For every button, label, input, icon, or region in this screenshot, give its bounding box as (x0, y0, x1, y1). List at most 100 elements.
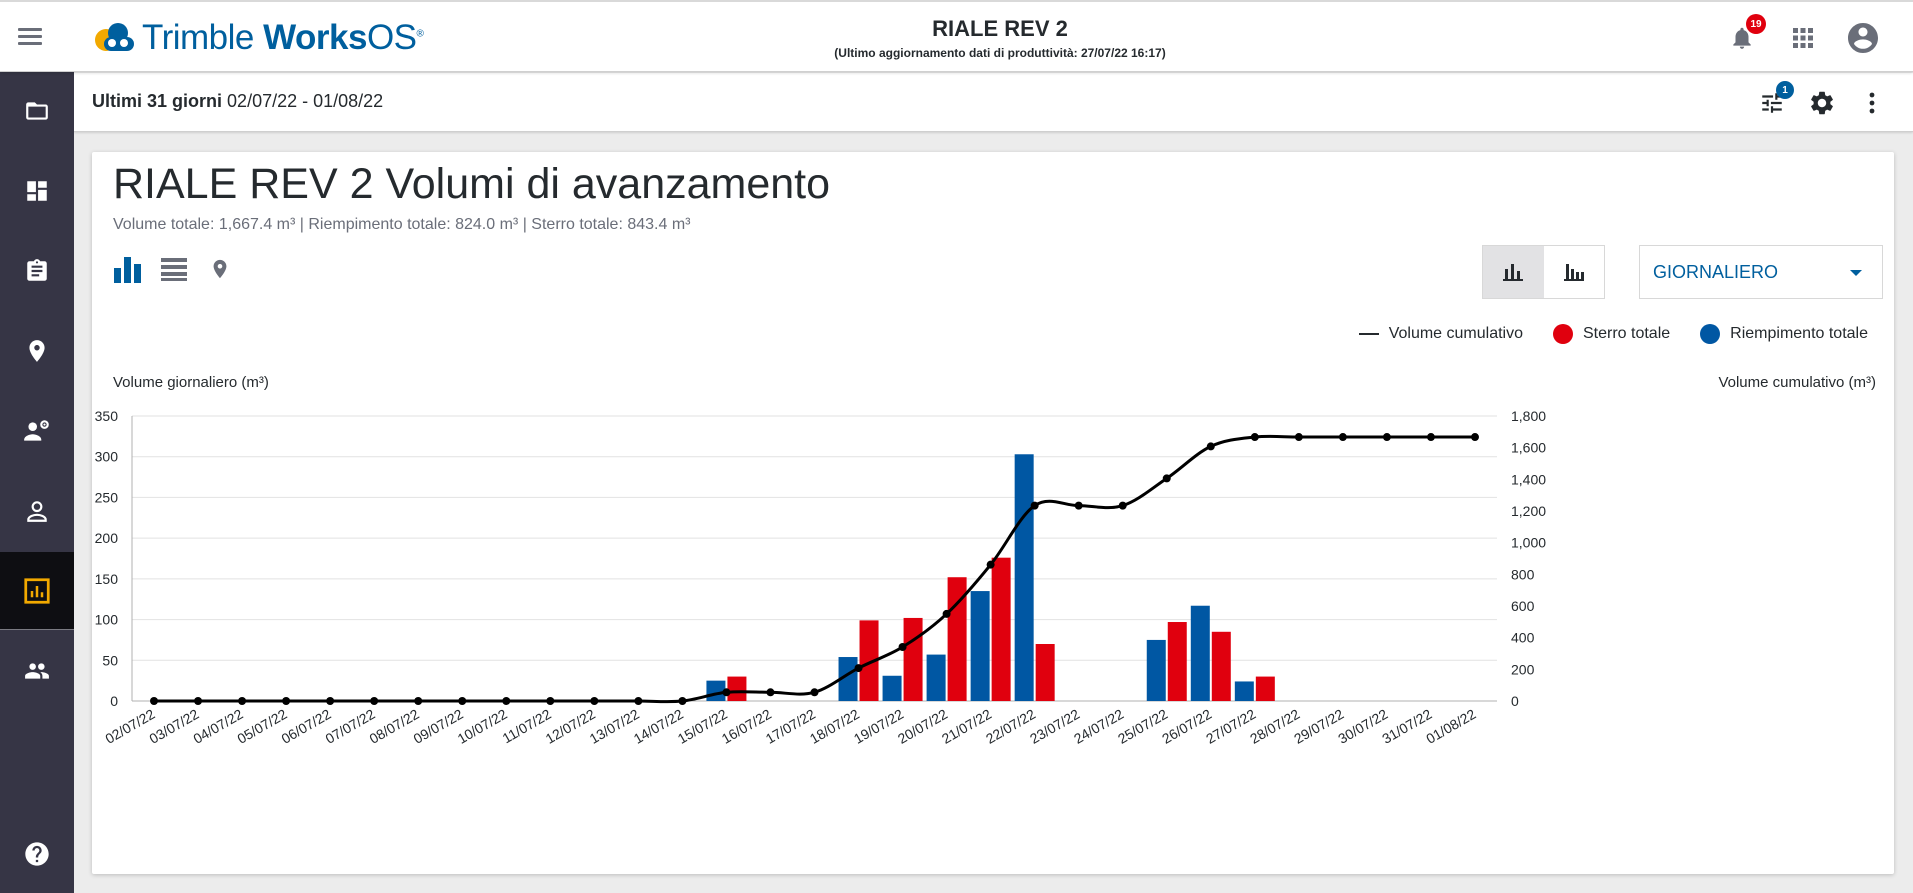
cumulative-point (854, 664, 863, 673)
x-tick-label: 15/07/22 (675, 706, 730, 747)
folder-icon (26, 102, 48, 120)
legend-label: Riempimento totale (1730, 325, 1868, 342)
chevron-down-icon (1850, 270, 1862, 276)
bar-mode-toggle (1482, 245, 1605, 299)
gear-icon (1811, 91, 1833, 115)
cumulative-point (678, 697, 687, 705)
x-tick-label: 21/07/22 (939, 706, 994, 747)
bar-sterro (859, 620, 879, 701)
dashboard-icon (27, 181, 47, 201)
more-options-button[interactable] (1854, 85, 1890, 121)
y-tick-label-right: 0 (1511, 693, 1519, 709)
x-tick-label: 07/07/22 (322, 706, 377, 747)
x-tick-label: 05/07/22 (234, 706, 289, 747)
clipboard-icon (27, 259, 47, 281)
y-tick-label-left: 200 (95, 530, 119, 546)
cumulative-point (722, 688, 731, 697)
x-tick-label: 31/07/22 (1379, 706, 1434, 747)
brand-name: Trimble WorksOS® (142, 18, 424, 57)
x-tick-label: 16/07/22 (719, 706, 774, 747)
apps-button[interactable] (1785, 20, 1821, 56)
cumulative-point (1074, 501, 1083, 510)
y-axis-left-label: Volume giornaliero (m³) (113, 374, 269, 391)
y-axis-right-label: Volume cumulativo (m³) (1718, 374, 1876, 391)
y-tick-label-left: 300 (95, 449, 119, 465)
cumulative-point (634, 697, 643, 705)
notifications-button[interactable]: 19 (1724, 14, 1766, 56)
sidebar-item-projects[interactable] (0, 72, 74, 150)
cumulative-point (282, 697, 291, 705)
legend-label: Sterro totale (1583, 325, 1671, 342)
report-chart-icon (24, 577, 50, 604)
bar-riempimento (926, 654, 946, 701)
sidebar-item-operators[interactable] (0, 392, 74, 470)
bar-riempimento (1146, 639, 1166, 701)
legend-item-fill[interactable]: Riempimento totale (1700, 324, 1868, 344)
legend-item-cut[interactable]: Sterro totale (1553, 324, 1670, 344)
hamburger-menu-icon[interactable] (18, 24, 50, 52)
bar-riempimento (1234, 681, 1254, 701)
cumulative-point (590, 697, 599, 705)
filters-button[interactable]: 1 (1754, 81, 1794, 121)
cumulative-point (1382, 433, 1391, 442)
grouped-bars-button[interactable] (1483, 246, 1544, 298)
cumulative-point (150, 697, 159, 705)
cumulative-point (458, 697, 467, 705)
period-dropdown[interactable]: GIORNALIERO (1639, 245, 1883, 299)
sidebar-item-reports[interactable] (0, 552, 74, 630)
x-tick-label: 09/07/22 (411, 706, 466, 747)
cumulative-point (1338, 433, 1347, 442)
more-vertical-icon (1869, 92, 1875, 114)
chart-view-button[interactable] (112, 252, 144, 286)
sidebar-item-tasks[interactable] (0, 232, 74, 310)
y-tick-label-left: 350 (95, 408, 119, 424)
x-tick-label: 17/07/22 (763, 706, 818, 747)
location-pin-icon (29, 340, 45, 362)
cumulative-point (1426, 433, 1435, 442)
y-tick-label-right: 1,400 (1511, 471, 1546, 487)
sidebar-item-users[interactable] (0, 472, 74, 550)
top-bar: Trimble WorksOS® RIALE REV 2 (Ultimo agg… (0, 0, 1913, 72)
apps-grid-icon (1793, 28, 1813, 48)
account-button[interactable] (1845, 20, 1881, 56)
y-tick-label-right: 1,200 (1511, 503, 1546, 519)
x-tick-label: 12/07/22 (543, 706, 598, 747)
x-tick-label: 24/07/22 (1071, 706, 1126, 747)
x-tick-label: 28/07/22 (1247, 706, 1302, 747)
x-tick-label: 20/07/22 (895, 706, 950, 747)
bar-riempimento (1014, 454, 1034, 701)
stacked-bars-button[interactable] (1544, 246, 1605, 298)
map-view-button[interactable] (204, 252, 236, 286)
cumulative-point (1162, 474, 1171, 483)
bar-riempimento (970, 591, 990, 701)
legend-swatch-red (1553, 324, 1573, 344)
sidebar-item-team[interactable] (0, 632, 74, 710)
x-tick-label: 27/07/22 (1203, 706, 1258, 747)
settings-button[interactable] (1804, 85, 1840, 121)
legend-item-cumulative[interactable]: Volume cumulativo (1358, 325, 1523, 343)
y-tick-label-left: 0 (110, 693, 118, 709)
cumulative-point (1470, 433, 1479, 442)
sidebar-item-dashboard[interactable] (0, 152, 74, 230)
stacked-bars-icon (1563, 264, 1584, 281)
cumulative-point (942, 609, 951, 618)
account-circle-icon (1848, 23, 1878, 53)
x-tick-label: 04/07/22 (190, 706, 245, 747)
sidebar-item-help[interactable] (0, 815, 74, 893)
cumulative-point (194, 697, 203, 705)
cumulative-point (502, 697, 511, 705)
trimble-worksos-logo[interactable]: Trimble WorksOS® (92, 16, 424, 60)
cumulative-point (238, 697, 247, 705)
cumulative-point (986, 560, 995, 569)
sidebar-item-map[interactable] (0, 312, 74, 390)
y-tick-label-left: 50 (102, 652, 118, 668)
list-view-button[interactable] (158, 252, 190, 286)
bar-riempimento (838, 657, 858, 701)
cumulative-line (154, 434, 1475, 704)
cumulative-point (810, 688, 819, 697)
cumulative-point (1206, 442, 1215, 451)
header-center: RIALE REV 2 (Ultimo aggiornamento dati d… (700, 16, 1300, 60)
x-tick-label: 18/07/22 (807, 706, 862, 747)
x-tick-label: 22/07/22 (983, 706, 1038, 747)
